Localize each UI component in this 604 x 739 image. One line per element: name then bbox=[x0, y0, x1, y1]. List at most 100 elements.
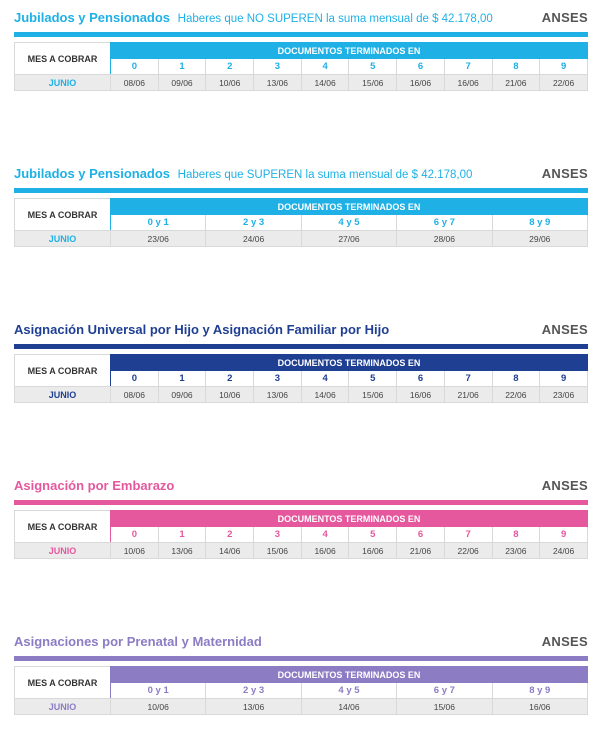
payment-schedule-table: MES A COBRAR DOCUMENTOS TERMINADOS EN 0 y … bbox=[14, 666, 589, 715]
payment-date-cell: 23/06 bbox=[109, 230, 207, 247]
section-title-text: Jubilados y Pensionados bbox=[14, 166, 171, 181]
anses-logo-text: ANSES bbox=[541, 478, 588, 493]
payment-date-cell: 15/06 bbox=[348, 74, 398, 91]
document-digit-cell: 9 bbox=[539, 58, 588, 75]
section-title: Asignación por Embarazo bbox=[14, 478, 178, 493]
table-row: JUNIO 08/06 09/06 10/06 13/06 14/06 15/06 16/06… bbox=[14, 74, 588, 91]
section-title: Asignaciones por Prenatal y Maternidad bbox=[14, 634, 266, 649]
document-digit-cell: 7 bbox=[443, 526, 493, 543]
mes-a-cobrar-header: MES A COBRAR bbox=[14, 510, 111, 543]
payment-date-cell: 10/06 bbox=[110, 542, 159, 559]
mes-a-cobrar-header: MES A COBRAR bbox=[14, 354, 111, 387]
section-color-bar bbox=[14, 32, 588, 37]
document-digit-cell: 2 y 3 bbox=[205, 214, 302, 231]
payment-date-cell: 24/06 bbox=[205, 230, 302, 247]
document-digit-cell: 0 y 1 bbox=[109, 682, 207, 699]
section-header: Jubilados y Pensionados Haberes que SUPE… bbox=[14, 166, 588, 188]
document-digit-cell: 6 bbox=[396, 58, 445, 75]
section-embarazo: Asignación por Embarazo ANSES MES A COBR… bbox=[14, 478, 588, 559]
payment-date-cell: 15/06 bbox=[253, 542, 302, 559]
documentos-terminados-header: DOCUMENTOS TERMINADOS EN bbox=[110, 198, 588, 215]
month-cell: JUNIO bbox=[14, 230, 111, 247]
table-row: JUNIO 10/06 13/06 14/06 15/06 16/06 bbox=[14, 698, 589, 715]
section-color-bar bbox=[14, 656, 588, 661]
month-cell: JUNIO bbox=[14, 386, 111, 403]
payment-date-cell: 14/06 bbox=[300, 698, 398, 715]
table-row: JUNIO 23/06 24/06 27/06 28/06 29/06 bbox=[14, 230, 589, 247]
payment-date-cell: 23/06 bbox=[491, 542, 541, 559]
payment-date-cell: 13/06 bbox=[205, 698, 302, 715]
payment-date-cell: 16/06 bbox=[443, 74, 493, 91]
anses-logo-text: ANSES bbox=[541, 166, 588, 181]
documentos-terminados-header: DOCUMENTOS TERMINADOS EN bbox=[110, 42, 588, 59]
payment-date-cell: 08/06 bbox=[110, 386, 159, 403]
anses-logo-text: ANSES bbox=[541, 10, 588, 25]
documentos-terminados-header: DOCUMENTOS TERMINADOS EN bbox=[110, 510, 588, 527]
payment-date-cell: 13/06 bbox=[253, 386, 302, 403]
payment-date-cell: 09/06 bbox=[157, 386, 207, 403]
document-digit-cell: 3 bbox=[253, 58, 302, 75]
payment-schedule-table: MES A COBRAR DOCUMENTOS TERMINADOS EN 0 1 2 3… bbox=[14, 510, 588, 559]
document-digit-cell: 0 bbox=[110, 370, 159, 387]
mes-a-cobrar-header: MES A COBRAR bbox=[14, 42, 111, 75]
section-header: Asignación por Embarazo ANSES bbox=[14, 478, 588, 500]
table-row: JUNIO 10/06 13/06 14/06 15/06 16/06 16/06 21/06… bbox=[14, 542, 588, 559]
payment-date-cell: 14/06 bbox=[300, 386, 350, 403]
documentos-terminados-header: DOCUMENTOS TERMINADOS EN bbox=[110, 354, 588, 371]
payment-date-cell: 14/06 bbox=[300, 74, 350, 91]
document-digit-cell: 1 bbox=[157, 58, 207, 75]
document-digit-cell: 4 bbox=[300, 526, 350, 543]
document-digit-cell: 1 bbox=[157, 370, 207, 387]
document-digit-cell: 5 bbox=[348, 58, 398, 75]
document-digit-cell: 4 bbox=[300, 58, 350, 75]
month-cell: JUNIO bbox=[14, 74, 111, 91]
payment-date-cell: 23/06 bbox=[539, 386, 588, 403]
document-digit-cell: 5 bbox=[348, 370, 398, 387]
document-digit-cell: 6 bbox=[396, 370, 445, 387]
month-cell: JUNIO bbox=[14, 698, 111, 715]
payment-date-cell: 27/06 bbox=[300, 230, 398, 247]
section-title: Jubilados y Pensionados Haberes que SUPE… bbox=[14, 166, 472, 181]
document-digit-cell: 6 y 7 bbox=[396, 214, 493, 231]
payment-date-cell: 22/06 bbox=[539, 74, 588, 91]
section-jubilados-superen: Jubilados y Pensionados Haberes que SUPE… bbox=[14, 166, 589, 247]
payment-date-cell: 14/06 bbox=[205, 542, 255, 559]
document-digit-cell: 7 bbox=[443, 58, 493, 75]
payment-schedule-table: MES A COBRAR DOCUMENTOS TERMINADOS EN 0 1 2 3… bbox=[14, 42, 588, 91]
month-cell: JUNIO bbox=[14, 542, 111, 559]
document-digit-cell: 8 y 9 bbox=[491, 214, 589, 231]
section-title-text: Asignaciones por Prenatal y Maternidad bbox=[14, 634, 262, 649]
document-digit-cell: 0 bbox=[110, 526, 159, 543]
section-color-bar bbox=[14, 344, 588, 349]
payment-schedule-table: MES A COBRAR DOCUMENTOS TERMINADOS EN 0 y … bbox=[14, 198, 589, 247]
section-prenatal-maternidad: Asignaciones por Prenatal y Maternidad A… bbox=[14, 634, 589, 715]
section-title-text: Asignación por Embarazo bbox=[14, 478, 175, 493]
document-digit-cell: 2 bbox=[205, 526, 255, 543]
document-digit-cell: 1 bbox=[157, 526, 207, 543]
payment-date-cell: 10/06 bbox=[205, 386, 255, 403]
payment-date-cell: 16/06 bbox=[300, 542, 350, 559]
payment-date-cell: 16/06 bbox=[396, 386, 445, 403]
payment-date-cell: 13/06 bbox=[157, 542, 207, 559]
payment-date-cell: 16/06 bbox=[396, 74, 445, 91]
section-subtitle: Haberes que SUPEREN la suma mensual de $… bbox=[177, 169, 473, 181]
document-digit-cell: 4 y 5 bbox=[300, 214, 398, 231]
payment-schedule-table: MES A COBRAR DOCUMENTOS TERMINADOS EN 0 1 2 3… bbox=[14, 354, 588, 403]
section-header: Jubilados y Pensionados Haberes que NO S… bbox=[14, 10, 588, 32]
document-digit-cell: 2 bbox=[205, 58, 255, 75]
payment-date-cell: 21/06 bbox=[396, 542, 445, 559]
anses-logo-text: ANSES bbox=[541, 634, 588, 649]
document-digit-cell: 5 bbox=[348, 526, 398, 543]
section-title-text: Asignación Universal por Hijo y Asignaci… bbox=[14, 322, 390, 337]
mes-a-cobrar-header: MES A COBRAR bbox=[14, 198, 111, 231]
document-digit-cell: 7 bbox=[443, 370, 493, 387]
document-digit-cell: 8 y 9 bbox=[491, 682, 589, 699]
section-color-bar bbox=[14, 188, 588, 193]
section-color-bar bbox=[14, 500, 588, 505]
document-digit-cell: 9 bbox=[539, 370, 588, 387]
payment-date-cell: 16/06 bbox=[491, 698, 589, 715]
payment-date-cell: 10/06 bbox=[205, 74, 255, 91]
section-auh: Asignación Universal por Hijo y Asignaci… bbox=[14, 322, 588, 403]
payment-date-cell: 22/06 bbox=[491, 386, 541, 403]
documentos-terminados-header: DOCUMENTOS TERMINADOS EN bbox=[110, 666, 588, 683]
